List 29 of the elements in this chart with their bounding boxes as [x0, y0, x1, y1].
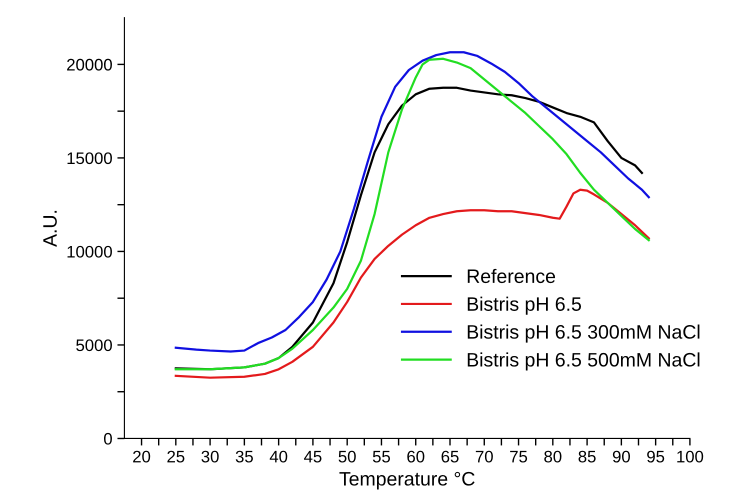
x-tick-label: 25	[167, 450, 184, 463]
x-tick-label: 35	[236, 450, 253, 463]
line-series	[174, 188, 650, 379]
x-tick-label: 65	[442, 450, 459, 463]
x-tick-label: 50	[338, 450, 356, 463]
legend-label: Bistris pH 6.5 500mM NaCl	[468, 352, 700, 370]
legend-label: Reference	[468, 268, 556, 284]
x-tick-label: 75	[510, 450, 528, 463]
x-tick-label: 70	[476, 450, 493, 463]
y-tick-label: 0	[104, 432, 112, 445]
x-tick-label: 55	[372, 450, 390, 463]
x-tick-label: 85	[578, 450, 596, 463]
legend-label: Bistris pH 6.5 300mM NaCl	[468, 324, 700, 343]
x-tick-label: 80	[544, 450, 562, 463]
x-tick-label: 100	[677, 450, 704, 463]
x-tick-label: 60	[407, 450, 424, 463]
y-tick-label: 20000	[67, 58, 112, 71]
y-tick-label: 5000	[76, 339, 112, 352]
x-tick-label: 95	[647, 450, 664, 463]
x-tick-label: 90	[612, 450, 630, 463]
x-tick-label: 20	[133, 450, 150, 463]
y-tick-label: 15000	[68, 152, 112, 164]
x-tick-label: 30	[201, 450, 219, 463]
y-tick-label: 10000	[68, 246, 112, 258]
x-tick-label: 45	[304, 450, 322, 463]
y-axis-title: A.U.	[43, 210, 57, 247]
legend-label: Bistris pH 6.5	[468, 296, 582, 315]
x-tick-label: 40	[270, 450, 288, 463]
x-axis-title: Temperature °C	[339, 472, 475, 490]
